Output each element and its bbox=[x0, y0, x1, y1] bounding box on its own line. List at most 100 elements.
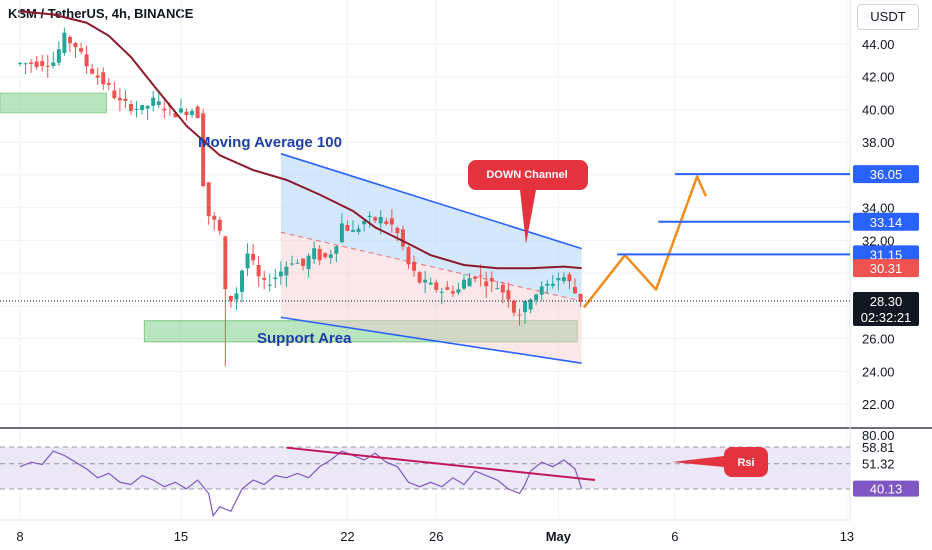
down-channel-callout-bubble bbox=[468, 160, 588, 244]
candle-body bbox=[234, 293, 239, 300]
candle-body bbox=[106, 83, 111, 85]
candle-body bbox=[495, 288, 500, 290]
rsi-pane bbox=[0, 446, 850, 518]
candle-body bbox=[73, 43, 78, 48]
candle-body bbox=[34, 61, 39, 67]
candle-body bbox=[356, 228, 361, 232]
candle-body bbox=[439, 291, 444, 293]
rsi-level-label: 51.32 bbox=[862, 457, 895, 472]
candle-body bbox=[206, 182, 211, 217]
time-tick-label: May bbox=[546, 529, 572, 544]
candle-body bbox=[289, 263, 294, 265]
candle-body bbox=[156, 101, 161, 105]
price-tick-label: 44.00 bbox=[862, 37, 895, 52]
ma-price-label: 30.31 bbox=[870, 261, 903, 276]
projection bbox=[582, 175, 708, 309]
price-tick-label: 24.00 bbox=[862, 364, 895, 379]
candle-body bbox=[267, 284, 272, 286]
rsi-line bbox=[19, 450, 583, 518]
candle-body bbox=[18, 63, 22, 65]
last-price-tag bbox=[853, 292, 919, 327]
candle-body bbox=[317, 248, 322, 261]
candle-body bbox=[523, 301, 528, 313]
candle-body bbox=[417, 272, 422, 283]
candle-body bbox=[278, 271, 283, 277]
candle-body bbox=[162, 108, 167, 111]
rsi-band bbox=[0, 447, 850, 489]
candle-body bbox=[351, 230, 355, 232]
channel-upper-fill bbox=[280, 153, 582, 302]
candle-body bbox=[223, 236, 228, 290]
annotations: Moving Average 100 Support Area DOWN Chann… bbox=[198, 134, 768, 477]
channel-upper-line bbox=[280, 152, 582, 250]
candle-body bbox=[67, 36, 72, 44]
axes: 22.0024.0026.0028.0032.0034.0038.0040.00… bbox=[16, 37, 919, 544]
candle-body bbox=[79, 48, 84, 52]
candle-body bbox=[112, 90, 117, 99]
level-price-label: 33.14 bbox=[870, 215, 903, 230]
currency-selector[interactable]: USDT bbox=[857, 4, 919, 30]
rsi-trendline bbox=[286, 446, 596, 482]
candle-body bbox=[134, 108, 139, 110]
candle-body bbox=[484, 281, 489, 287]
down-channel-callout-label: DOWN Channel bbox=[486, 169, 567, 181]
candle-body bbox=[195, 106, 200, 119]
time-tick-label: 13 bbox=[840, 529, 854, 544]
candle-body bbox=[334, 246, 339, 254]
rsi-tick-label: 80.00 bbox=[862, 428, 895, 443]
rsi-current-label: 40.13 bbox=[870, 482, 903, 497]
chart-title: KSM / TetherUS, 4h, BINANCE bbox=[8, 6, 194, 21]
candle-body bbox=[201, 113, 206, 187]
candle-body bbox=[406, 247, 411, 265]
support-area-annotation: Support Area bbox=[257, 330, 352, 347]
candle-body bbox=[295, 262, 300, 264]
level-price-label: 36.05 bbox=[870, 167, 903, 182]
candle-body bbox=[545, 283, 550, 286]
candle-body bbox=[84, 54, 89, 67]
rsi-callout-bubble bbox=[672, 446, 768, 477]
candle-body bbox=[389, 218, 394, 225]
candle-body bbox=[534, 294, 539, 300]
candle-body bbox=[217, 219, 222, 231]
candle-body bbox=[284, 266, 289, 276]
candle-body bbox=[173, 113, 178, 118]
candle-body bbox=[434, 282, 439, 290]
moving-average bbox=[19, 10, 582, 270]
candle-body bbox=[384, 221, 389, 224]
candle-body bbox=[400, 229, 405, 247]
zones bbox=[0, 92, 578, 343]
last-price-label: 28.30 bbox=[870, 294, 903, 309]
projection-path bbox=[582, 175, 708, 309]
level-price-tag bbox=[853, 212, 919, 231]
time-tick-label: 8 bbox=[16, 529, 23, 544]
rsi-callout-label: Rsi bbox=[737, 457, 754, 469]
candle-body bbox=[395, 227, 400, 234]
time-tick-label: 22 bbox=[340, 529, 354, 544]
candle-body bbox=[273, 277, 278, 280]
candle-body bbox=[561, 277, 566, 282]
candle-body bbox=[140, 104, 145, 111]
candle-body bbox=[345, 225, 350, 231]
candle-body bbox=[456, 289, 461, 293]
candle-body bbox=[517, 314, 522, 316]
candle-body bbox=[573, 286, 577, 294]
candle-body bbox=[101, 72, 106, 85]
candle-body bbox=[312, 248, 317, 260]
level-price-tag bbox=[853, 245, 919, 264]
price-tick-label: 22.00 bbox=[862, 397, 895, 412]
candle-body bbox=[550, 283, 555, 286]
candle-body bbox=[23, 63, 28, 65]
candle-body bbox=[45, 65, 50, 67]
candle-body bbox=[51, 62, 56, 67]
candle-body bbox=[301, 258, 306, 266]
candle-body bbox=[117, 97, 122, 101]
candle-body bbox=[40, 61, 45, 66]
support-area-rect bbox=[143, 320, 578, 343]
candle-body bbox=[506, 290, 511, 300]
candle-body bbox=[245, 253, 250, 269]
price-tick-label: 42.00 bbox=[862, 70, 895, 85]
candle-body bbox=[423, 279, 428, 283]
price-tick-label: 34.00 bbox=[862, 201, 895, 216]
level-price-label: 31.15 bbox=[870, 247, 903, 262]
